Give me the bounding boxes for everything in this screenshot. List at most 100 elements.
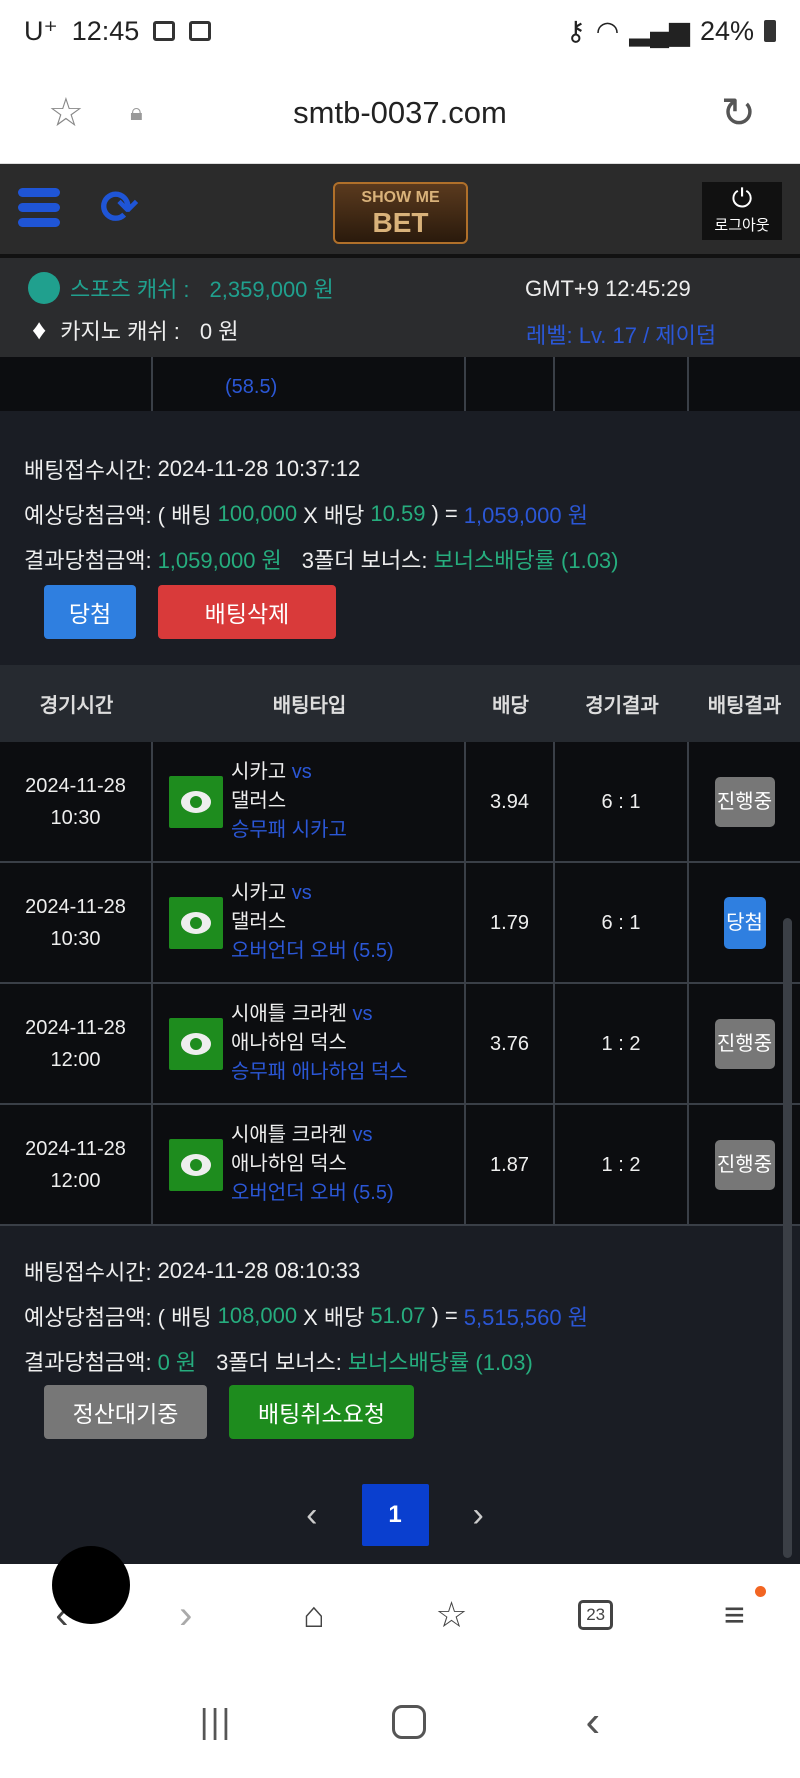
table-row-partial: (58.5) xyxy=(0,357,800,411)
away-team: 애나하임 덕스 xyxy=(231,1153,347,1175)
lock-icon: 🔒︎ xyxy=(130,98,143,126)
cancel-bet-request-button[interactable]: 배팅취소요청 xyxy=(229,1385,414,1439)
win-status-button[interactable]: 당첨 xyxy=(44,585,136,639)
score: 6 : 1 xyxy=(555,863,689,982)
stake: 108,000 xyxy=(217,1302,298,1328)
recent-apps-icon[interactable]: ||| xyxy=(199,1702,233,1741)
bet-pick: 승무패 시카고 xyxy=(231,819,347,841)
label: 배팅접수시간: xyxy=(24,1259,152,1285)
col-header: 경기결과 xyxy=(585,695,659,717)
bet-result-badge[interactable]: 당첨 xyxy=(723,896,766,949)
table-row: 2024-11-28 10:30 시카고 vs 댈러스 승무패 시카고 3.94 6 … xyxy=(0,742,800,863)
floating-circle[interactable] xyxy=(52,1546,130,1624)
match-hour: 10:30 xyxy=(50,806,101,829)
page-1[interactable]: 1 xyxy=(361,1484,429,1546)
col-header: 배팅타입 xyxy=(272,695,347,717)
battery-icon xyxy=(764,20,776,42)
refresh-icon[interactable]: ⟳ xyxy=(100,181,139,233)
score: 1 : 2 xyxy=(555,984,689,1103)
bet-pick: 오버언더 오버 (5.5) xyxy=(231,1182,394,1204)
server-clock: GMT+9 12:45:29 xyxy=(525,276,691,301)
stake: 100,000 xyxy=(217,500,298,526)
label: 예상당첨금액: ( 배팅 xyxy=(24,502,212,528)
label: 3폴더 보너스: xyxy=(301,547,428,573)
match-hour: 12:00 xyxy=(50,1048,101,1071)
system-nav-bar: ||| ‹ xyxy=(0,1666,800,1778)
bet-type: 시카고 vs 댈러스 오버언더 오버 (5.5) xyxy=(153,863,466,982)
bet-result-badge[interactable]: 진행중 xyxy=(714,776,775,827)
vs: vs xyxy=(352,1124,373,1146)
settlement-pending-button[interactable]: 정산대기중 xyxy=(44,1385,207,1439)
bookmark-star-icon[interactable]: ☆ xyxy=(48,90,84,135)
account-info: 스포츠 캐쉬 : 2,359,000 원 ♦ 카지노 캐쉬 : 0 원 GMT+… xyxy=(0,258,800,357)
prev-page[interactable]: ‹ xyxy=(306,1495,318,1534)
label: X 배당 xyxy=(303,1304,365,1330)
label: 3폴더 보너스: xyxy=(216,1349,342,1375)
sports-cash-label: 스포츠 캐쉬 : xyxy=(70,277,190,302)
away-team: 애나하임 덕스 xyxy=(231,1032,347,1054)
back-button-icon[interactable]: ‹ xyxy=(585,1697,601,1746)
label: 결과당첨금액: xyxy=(24,547,152,573)
bet-pick: 오버언더 오버 (5.5) xyxy=(231,940,394,962)
sports-cash-value: 2,359,000 원 xyxy=(209,277,334,302)
match-time: 2024-11-28 10:30 xyxy=(0,863,153,982)
battery-level: 24% xyxy=(699,15,754,46)
site-logo[interactable]: SHOW ME BET xyxy=(333,182,468,244)
bet-type: 시애틀 크라켄 vs 애나하임 덕스 승무패 애나하임 덕스 xyxy=(153,984,466,1103)
match-hour: 10:30 xyxy=(50,927,101,950)
col-header: 배팅결과 xyxy=(707,695,782,717)
label: ) = xyxy=(431,1302,458,1328)
col-header: 배당 xyxy=(492,695,529,717)
label: 결과당첨금액: xyxy=(24,1349,152,1375)
wifi-icon: ◠ xyxy=(595,15,620,46)
next-page[interactable]: › xyxy=(472,1495,484,1534)
result-win: 0 원 xyxy=(157,1349,197,1375)
url-text[interactable]: smtb-0037.com xyxy=(293,94,507,130)
odds: 3.94 xyxy=(466,742,555,861)
away-team: 댈러스 xyxy=(231,790,287,812)
match-time: 2024-11-28 12:00 xyxy=(0,1105,153,1224)
home-button-icon[interactable] xyxy=(391,1705,426,1739)
reload-icon[interactable]: ↻ xyxy=(720,89,756,136)
bonus-rate: 보너스배당률 (1.03) xyxy=(433,547,619,573)
tabs-button[interactable]: 23 xyxy=(578,1600,614,1630)
notification-dot xyxy=(755,1586,766,1597)
bonus-rate: 보너스배당률 (1.03) xyxy=(347,1349,533,1375)
table-row: 2024-11-28 10:30 시카고 vs 댈러스 오버언더 오버 (5.5) 1… xyxy=(0,863,800,984)
bet-result-badge[interactable]: 진행중 xyxy=(714,1139,775,1190)
match-date: 2024-11-28 xyxy=(25,1137,126,1160)
odds: 51.07 xyxy=(370,1302,426,1328)
home-icon[interactable]: ⌂ xyxy=(303,1594,325,1635)
result-win: 1,059,000 원 xyxy=(157,547,282,573)
vs: vs xyxy=(291,882,312,904)
delete-bet-button[interactable]: 배팅삭제 xyxy=(158,585,336,639)
home-team: 시애틀 크라켄 xyxy=(231,1124,347,1146)
match-hour: 12:00 xyxy=(50,1169,101,1192)
eye-icon[interactable] xyxy=(169,896,223,949)
vs: vs xyxy=(291,761,312,783)
bookmarks-icon[interactable]: ☆ xyxy=(435,1594,468,1635)
user-level[interactable]: 레벨: Lv. 17 / 제이덥 xyxy=(526,323,717,348)
home-team: 시애틀 크라켄 xyxy=(231,1003,347,1025)
bet-result-badge[interactable]: 진행중 xyxy=(714,1018,775,1069)
match-date: 2024-11-28 xyxy=(25,774,126,797)
eye-icon[interactable] xyxy=(169,1017,223,1070)
odds: 1.79 xyxy=(466,863,555,982)
expected-win: 5,515,560 원 xyxy=(463,1304,588,1330)
eye-icon[interactable] xyxy=(169,775,223,828)
browser-bottom-nav: ‹ › ⌂ ☆ 23 ≡ xyxy=(0,1546,800,1666)
bet-time: 2024-11-28 08:10:33 xyxy=(157,1257,361,1283)
menu-icon[interactable] xyxy=(18,188,60,227)
key-icon: ⚷ xyxy=(565,15,586,46)
signal-icon: ▂▄▆ xyxy=(629,15,690,46)
odds: 10.59 xyxy=(370,500,426,526)
status-time: 12:45 xyxy=(71,15,140,46)
forward-icon[interactable]: › xyxy=(179,1592,193,1637)
logout-button[interactable]: ⏻ 로그아웃 xyxy=(702,182,782,240)
app-icon xyxy=(189,21,212,41)
menu-icon[interactable]: ≡ xyxy=(723,1594,745,1635)
odds: 3.76 xyxy=(466,984,555,1103)
eye-icon[interactable] xyxy=(169,1138,223,1191)
scrollbar[interactable] xyxy=(783,918,792,1558)
